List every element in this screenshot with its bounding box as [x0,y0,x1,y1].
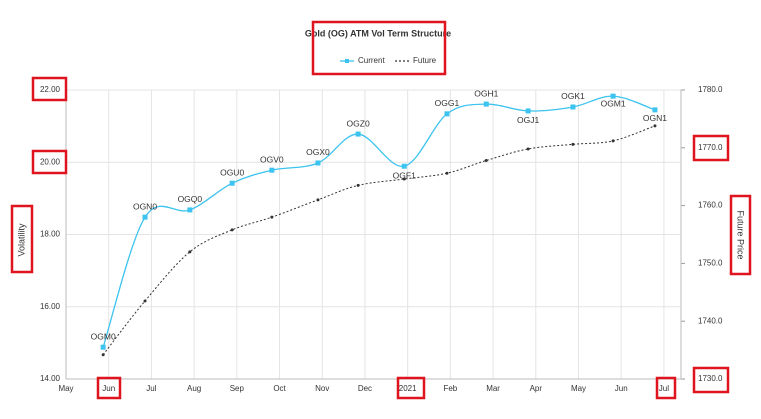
data-point [187,207,193,213]
highlight-box [729,194,752,276]
data-point [444,111,450,117]
data-point [269,167,275,173]
chart-title: Gold (OG) ATM Vol Term Structure [305,28,451,38]
x-tick-label: Dec [358,384,372,393]
data-point [525,108,531,114]
x-tick-label: 2021 [399,384,417,393]
x-tick-label: Jul [146,384,156,393]
data-point [483,101,489,107]
x-tick-label: Sep [230,384,245,393]
data-point [356,183,360,187]
data-point [270,215,274,219]
data-point [101,353,105,357]
data-point [526,147,530,151]
point-label: OGQ0 [178,194,203,204]
point-label: OGV0 [260,154,284,164]
x-tick-label: May [571,384,586,393]
y-tick-label: 20.00 [40,157,61,166]
y2-tick-label: 1760.0 [698,201,723,210]
data-point [401,163,407,169]
x-tick-label: Oct [273,384,286,393]
point-label: OGU0 [220,167,244,177]
highlight-box [692,366,730,394]
y2-tick-label: 1740.0 [698,316,723,325]
highlight-box [96,376,122,400]
highlight-box [31,149,68,175]
data-point [230,228,234,232]
data-point [484,159,488,163]
data-point [571,142,575,146]
data-point [100,344,106,350]
y-tick-label: 18.00 [40,230,61,239]
y-tick-label: 16.00 [40,302,61,311]
highlight-box [31,76,68,102]
point-label: OGZ0 [347,118,370,128]
data-point [610,93,616,99]
x-tick-label: Apr [530,384,543,393]
legend-marker [345,59,349,63]
data-point [611,139,615,143]
point-label: OGN1 [643,113,667,123]
data-point [570,104,576,110]
highlight-box [692,134,730,162]
data-point [143,299,147,303]
x-tick-label: Nov [315,384,329,393]
y2-tick-label: 1780.0 [698,85,723,94]
highlight-box [10,204,34,274]
y2-tick-label: 1730.0 [698,374,723,383]
data-point [316,198,320,202]
data-point [315,160,321,166]
x-tick-label: Jun [615,384,628,393]
point-label: OGM1 [601,98,626,108]
highlight-box [396,376,426,400]
point-label: OGJ1 [517,115,539,125]
y2-tick-label: 1750.0 [698,259,723,268]
data-point [188,250,192,254]
y2-tick-label: 1770.0 [698,143,723,152]
x-tick-label: Feb [443,384,457,393]
highlight-boxes [10,20,752,400]
x-tick-label: Jun [102,384,115,393]
highlight-box [311,20,447,76]
legend-label: Current [358,56,385,65]
data-point [402,177,406,181]
y2-axis-label: Future Price [736,210,746,259]
point-label: OGN0 [133,201,157,211]
y-tick-label: 22.00 [40,85,61,94]
point-label: OGM0 [91,331,116,341]
data-point [355,131,361,137]
data-point [445,171,449,175]
point-label: OGG1 [435,98,460,108]
series-line [102,95,656,348]
point-label: OGF1 [393,170,416,180]
data-point [229,180,235,186]
highlight-box [655,376,677,400]
point-label: OGK1 [561,91,585,101]
y-tick-label: 14.00 [40,374,61,383]
y-axis-label: Volatility [16,223,26,257]
x-tick-label: Mar [486,384,500,393]
data-point [652,107,658,113]
series-line [102,125,656,356]
x-tick-label: Jul [659,384,669,393]
point-label: OGX0 [306,147,330,157]
data-point [142,214,148,220]
x-tick-label: Aug [187,384,201,393]
point-label: OGH1 [474,88,498,98]
data-point [653,124,657,128]
x-tick-label: May [58,384,73,393]
legend-label: Future [413,56,437,65]
